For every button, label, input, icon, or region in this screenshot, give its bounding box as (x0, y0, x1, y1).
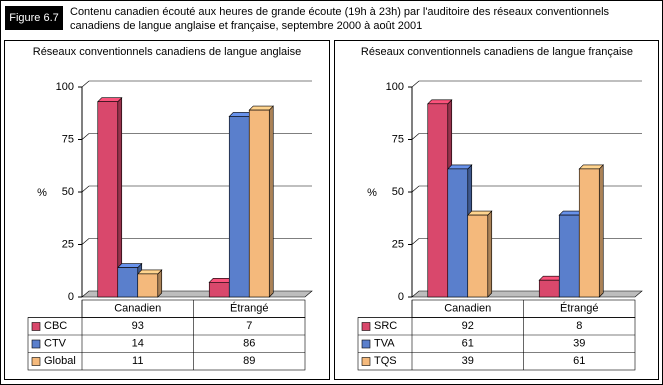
legend-swatch (361, 357, 371, 366)
bar (578, 164, 604, 298)
bar-front (558, 214, 580, 298)
bar-front (117, 267, 139, 298)
bar-front (447, 168, 469, 298)
bar-side (487, 210, 493, 298)
bar (137, 269, 163, 298)
bar-side (268, 105, 274, 298)
y-tick-label: 75 (392, 133, 404, 145)
bar-front (578, 168, 600, 298)
table-value: 7 (246, 320, 252, 332)
chart-title: Réseaux conventionnels canadiens de lang… (33, 46, 301, 58)
table-border (357, 317, 636, 371)
x-tick-label: Canadien (444, 303, 491, 315)
legend-label: CBC (44, 320, 67, 332)
table-value: 89 (243, 355, 255, 367)
table-value: 39 (462, 355, 474, 367)
y-tick-label: 100 (56, 81, 74, 93)
table-value: 14 (132, 338, 144, 350)
legend-swatch (31, 357, 41, 366)
grid-line (411, 185, 420, 193)
y-tick-label: 25 (392, 238, 404, 250)
x-tick-label: Étrangé (230, 302, 269, 315)
legend-label: CTV (44, 338, 67, 350)
table-value: 93 (132, 320, 144, 332)
grid-line (81, 133, 90, 140)
bar (467, 210, 493, 298)
bar-front (137, 273, 159, 298)
bar-top (248, 105, 274, 111)
y-tick-label: 100 (386, 81, 404, 93)
bar-top (467, 210, 493, 216)
figure-label: Figure 6.7 (5, 6, 63, 30)
table-value: 92 (462, 320, 474, 332)
y-tick-label: 25 (62, 238, 74, 250)
bar-top (117, 263, 143, 268)
bar-top (137, 269, 163, 275)
grid-line (81, 80, 90, 88)
table-value: 61 (462, 338, 474, 350)
data-table: Canadien Étrangé SRC 92 8 TVA 61 39 TQS 39 61 (357, 299, 636, 371)
y-tick-label: 0 (68, 291, 74, 303)
bar-top (447, 164, 473, 170)
y-axis-label: % (367, 187, 377, 199)
bar-front (467, 214, 489, 298)
table-value: 39 (573, 338, 585, 350)
bar-front (538, 279, 560, 298)
panel (4, 40, 330, 380)
y-tick-label: 75 (62, 133, 74, 145)
bar-front (228, 116, 250, 298)
bar (248, 105, 274, 298)
y-axis-label: % (37, 187, 47, 199)
grid-line (81, 238, 90, 245)
grid-line (81, 185, 90, 193)
y-tick-label: 50 (62, 186, 74, 198)
grid-line (411, 80, 420, 88)
table-value: 61 (573, 355, 585, 367)
legend-swatch (31, 339, 41, 349)
grid-line (411, 238, 420, 245)
legend-label: Global (44, 355, 76, 367)
bar-top (427, 99, 453, 105)
y-tick-label: 0 (398, 291, 404, 303)
legend-swatch (361, 339, 371, 349)
legend-label: TVA (374, 338, 395, 350)
bar-top (578, 164, 604, 170)
bar-top (97, 97, 123, 102)
legend-label: SRC (374, 320, 397, 332)
table-value: 8 (576, 320, 582, 332)
legend-swatch (31, 322, 41, 331)
bar-front (208, 281, 230, 298)
bar (97, 96, 123, 298)
chart-title: Réseaux conventionnels canadiens de lang… (361, 46, 633, 58)
bar-front (97, 101, 119, 298)
y-tick-label: 50 (392, 186, 404, 198)
panel (334, 40, 659, 380)
figure-title: Contenu canadien écouté aux heures de gr… (70, 6, 610, 32)
table-value: 86 (243, 338, 255, 350)
bar-front (248, 109, 270, 298)
grid-line (411, 133, 420, 140)
x-tick-label: Étrangé (560, 302, 599, 315)
bar-side (157, 269, 163, 298)
table-value: 11 (132, 355, 143, 367)
x-tick-label: Canadien (114, 303, 161, 315)
data-table: Canadien Étrangé CBC 93 7 CTV 14 86 Global 11 89 (27, 299, 306, 371)
legend-swatch (361, 322, 371, 331)
bar-side (598, 164, 604, 298)
legend-label: TQS (374, 355, 397, 367)
bar-front (427, 103, 449, 298)
